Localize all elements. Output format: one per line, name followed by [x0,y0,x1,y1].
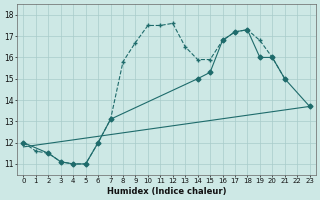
X-axis label: Humidex (Indice chaleur): Humidex (Indice chaleur) [107,187,226,196]
